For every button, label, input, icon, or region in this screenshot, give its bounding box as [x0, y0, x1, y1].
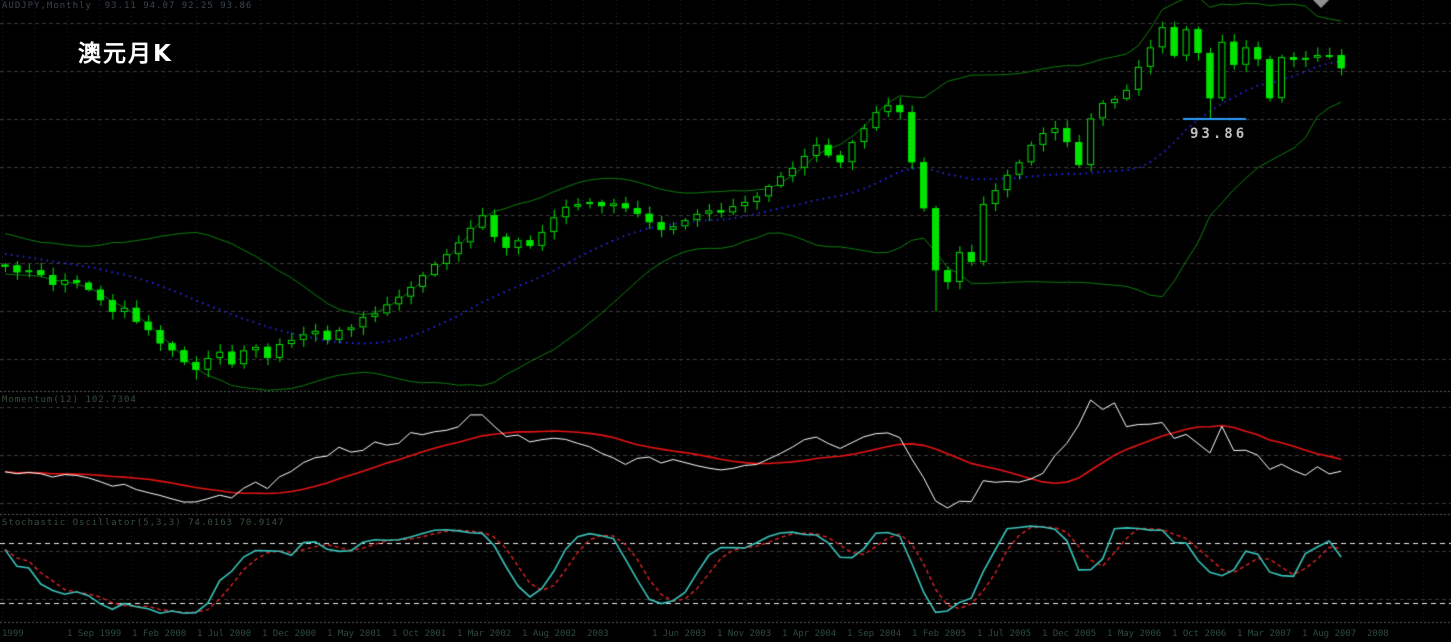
x-axis-label: 1 Oct 2006 [1172, 629, 1227, 639]
x-axis-label: 1 Aug 2007 [1302, 629, 1357, 639]
x-axis-label: 2003 [587, 629, 609, 639]
x-axis-label: 1 Dec 2005 [1042, 629, 1097, 639]
x-axis-label: 1 Apr 2004 [782, 629, 837, 639]
x-axis-label: 1 Mar 2002 [457, 629, 512, 639]
x-axis-label: 1 Nov 2003 [717, 629, 772, 639]
x-axis-label: 2008 [1367, 629, 1389, 639]
x-axis-label: 1 Jun 2003 [652, 629, 707, 639]
x-axis-label: 1 Jul 2005 [977, 629, 1032, 639]
x-axis-label: 1999 [2, 629, 24, 639]
x-axis-label: 1 Aug 2002 [522, 629, 577, 639]
x-axis-label: 1 Jul 2000 [197, 629, 252, 639]
x-axis-label: 1 Sep 2004 [847, 629, 902, 639]
time-axis[interactable]: 1999 1 Sep 1999 1 Feb 2000 1 Jul 2000 1 Dec … [0, 629, 1451, 642]
x-axis-label: 1 May 2001 [327, 629, 382, 639]
x-axis-label: 1 Mar 2007 [1237, 629, 1292, 639]
x-axis-label: 1 Feb 2005 [912, 629, 967, 639]
x-axis-label: 1 Sep 1999 [67, 629, 122, 639]
x-axis-label: 1 Oct 2001 [392, 629, 447, 639]
x-axis-label: 1 May 2006 [1107, 629, 1162, 639]
x-axis-label: 1 Feb 2000 [132, 629, 187, 639]
x-axis-label: 1 Dec 2000 [262, 629, 317, 639]
